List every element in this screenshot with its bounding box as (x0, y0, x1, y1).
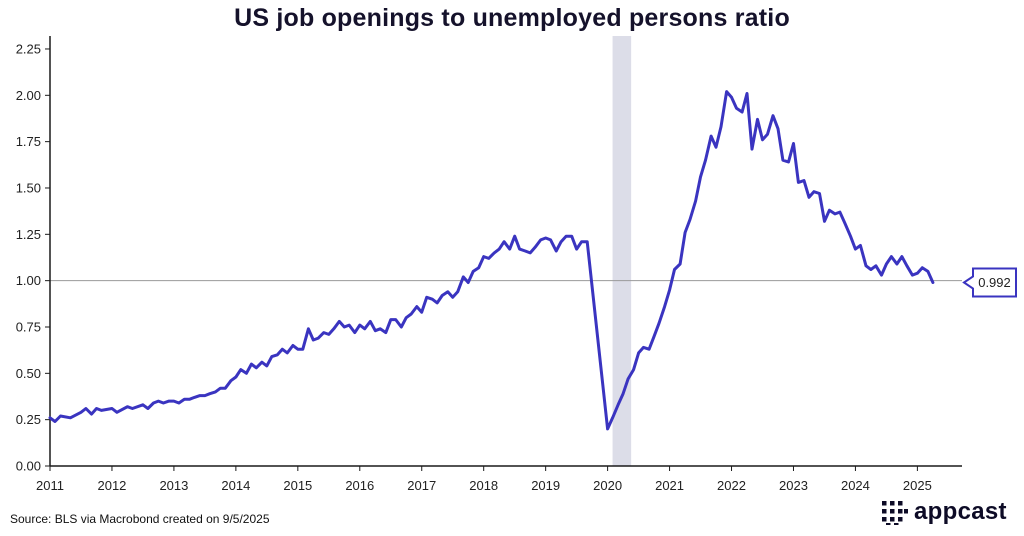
logo-dot (890, 517, 895, 522)
logo-dot (898, 509, 903, 514)
x-tick-label: 2025 (903, 478, 932, 493)
series-line (48, 90, 935, 431)
x-tick-label: 2016 (345, 478, 374, 493)
x-tick-label: 2014 (221, 478, 250, 493)
x-tick-label: 2013 (159, 478, 188, 493)
logo-dot (882, 501, 887, 506)
end-value-box (962, 267, 1017, 298)
y-tick-label: 0.00 (16, 459, 41, 474)
x-tick-label: 2021 (655, 478, 684, 493)
x-tick-label: 2024 (841, 478, 870, 493)
x-tick-label: 2018 (469, 478, 498, 493)
end-value-callout: 0.992 (962, 267, 1017, 298)
logo-dot (890, 501, 895, 506)
x-tick-label: 2015 (283, 478, 312, 493)
y-tick-label: 0.25 (16, 412, 41, 427)
chart-title: US job openings to unemployed persons ra… (234, 4, 790, 32)
y-tick-label: 1.50 (16, 180, 41, 195)
recession-shading (612, 36, 632, 466)
y-tick-label: 1.25 (16, 227, 41, 242)
logo-dot (886, 523, 891, 525)
x-tick-label: 2011 (36, 478, 64, 493)
end-value-label: 0.992 (978, 275, 1011, 290)
source-note: Source: BLS via Macrobond created on 9/5… (10, 512, 270, 526)
y-tick-label: 1.00 (16, 273, 41, 288)
logo-wordmark: appcast (914, 498, 1007, 525)
appcast-logo-icon (882, 501, 908, 525)
x-tick-label: 2022 (717, 478, 746, 493)
x-tick-label: 2023 (779, 478, 808, 493)
logo-dot (898, 517, 903, 522)
logo-dot (894, 523, 899, 525)
x-tick-label: 2012 (97, 478, 126, 493)
y-tick-label: 0.50 (16, 366, 41, 381)
logo-dot (898, 501, 903, 506)
appcast-logo: appcast (880, 498, 1007, 526)
x-tick-label: 2017 (407, 478, 436, 493)
logo-dot (882, 509, 887, 514)
y-tick-label: 2.00 (16, 88, 41, 103)
y-tick-label: 0.75 (16, 319, 41, 334)
logo-dot (882, 517, 887, 522)
x-tick-label: 2020 (593, 478, 622, 493)
y-tick-label: 1.75 (16, 134, 41, 149)
logo-dot (904, 509, 908, 514)
y-tick-label: 2.25 (16, 41, 41, 56)
x-tick-label: 2019 (531, 478, 560, 493)
logo-dot (890, 509, 895, 514)
